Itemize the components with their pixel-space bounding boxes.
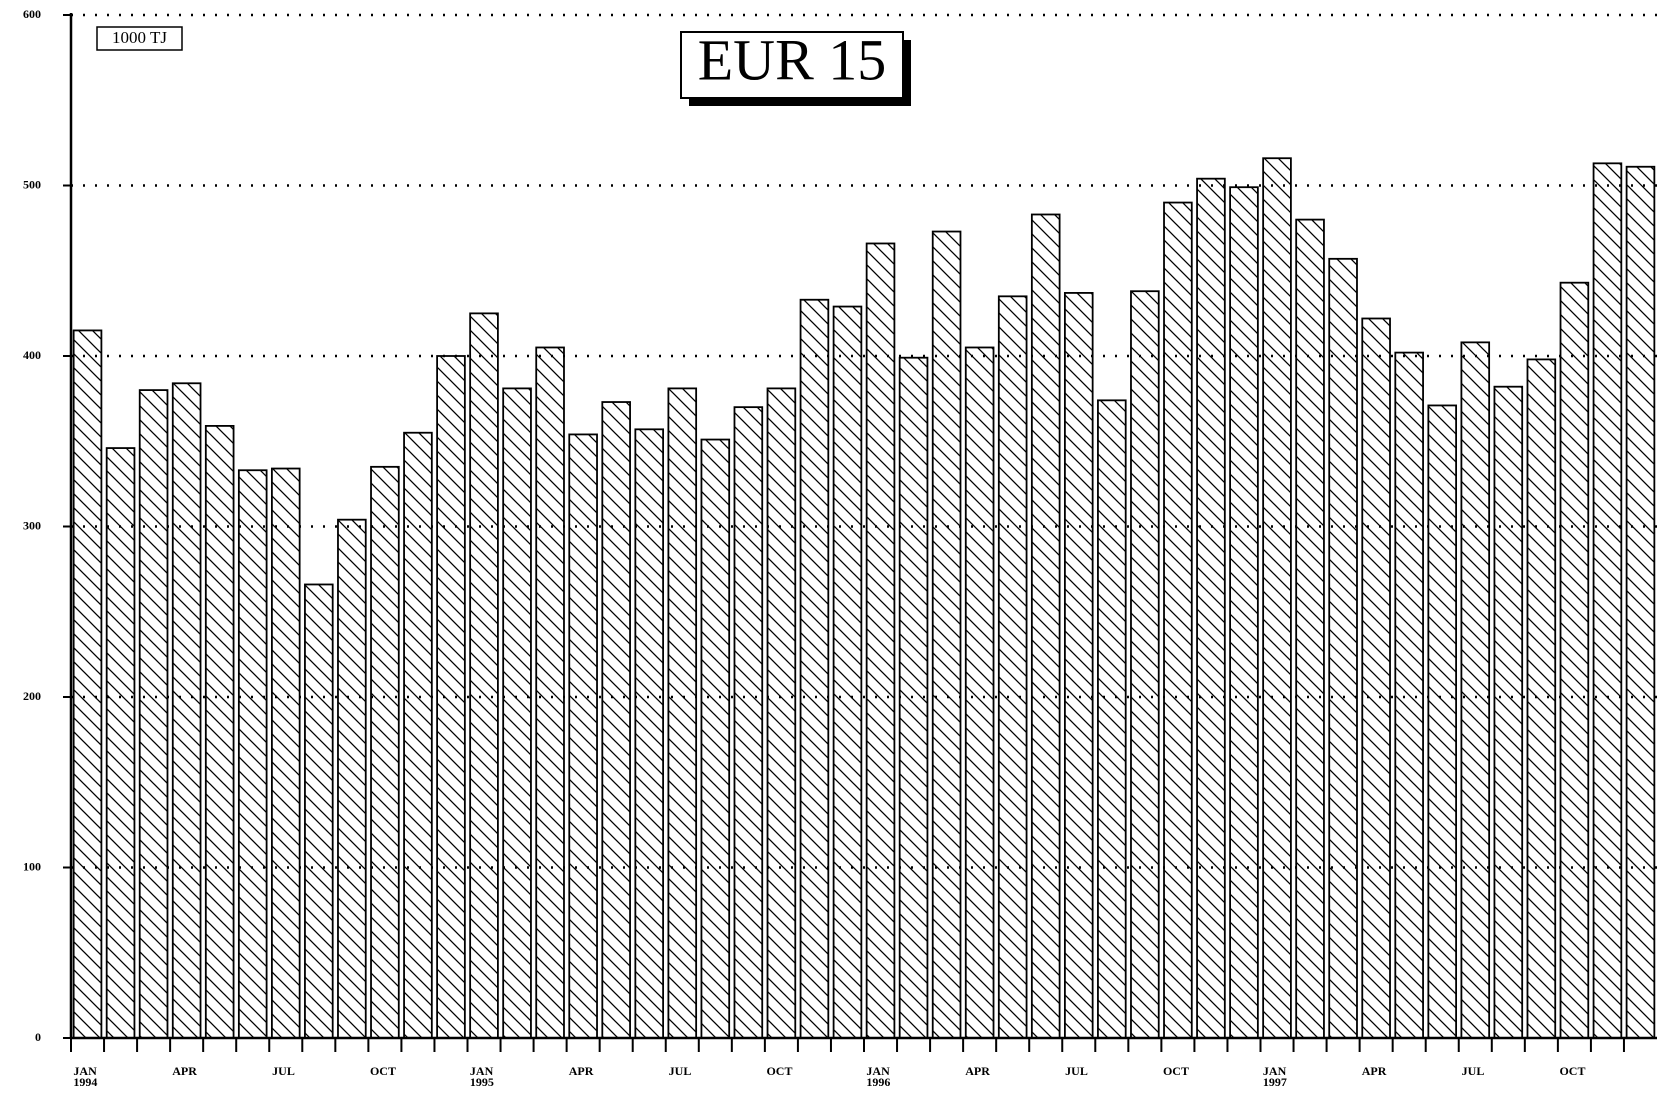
bar: [667, 387, 698, 1039]
x-tick-label: APR: [1361, 1064, 1387, 1078]
x-tick-label: APR: [965, 1064, 990, 1078]
x-tick-label: JUL: [1065, 1064, 1088, 1078]
bar: [1229, 186, 1259, 1039]
x-tick-label: APR: [172, 1064, 197, 1078]
bar: [304, 583, 334, 1039]
title-box: [680, 31, 904, 99]
bar: [1625, 165, 1656, 1039]
x-tick-label: APR: [568, 1064, 594, 1078]
x-tick-label: JAN 1994: [73, 1064, 98, 1089]
x-tick-label: OCT: [369, 1064, 396, 1078]
bar: [1196, 177, 1226, 1039]
bar: [535, 346, 565, 1039]
y-tick-label: 300: [23, 518, 41, 532]
bar: [1493, 385, 1524, 1039]
bar: [1097, 399, 1127, 1039]
bar: [733, 406, 764, 1039]
bar: [997, 295, 1028, 1039]
x-tick-label: JUL: [272, 1064, 295, 1078]
y-tick-label: 200: [23, 689, 41, 703]
grid: [71, 13, 1657, 869]
bar: [1361, 317, 1391, 1039]
bar: [1163, 201, 1193, 1039]
bar: [898, 356, 929, 1039]
bar: [502, 387, 532, 1039]
bar: [568, 433, 598, 1039]
bar: [964, 346, 995, 1039]
bar: [1063, 292, 1094, 1039]
y-tick-label: 500: [23, 177, 41, 191]
bar: [105, 447, 136, 1039]
bar: [799, 298, 830, 1039]
bar: [370, 465, 400, 1039]
bar: [865, 242, 896, 1039]
x-tick-label: JAN 1997: [1262, 1064, 1287, 1089]
bar: [1526, 358, 1557, 1039]
bar: [270, 467, 301, 1039]
bar: [337, 518, 367, 1039]
bar: [931, 230, 962, 1039]
y-tick-label: 100: [23, 859, 41, 873]
y-tick-label: 0: [35, 1030, 41, 1044]
bar: [1130, 290, 1160, 1039]
bar: [832, 305, 863, 1039]
bar: [237, 469, 268, 1039]
bar: [700, 438, 731, 1039]
unit-box: [96, 26, 183, 51]
bar: [634, 428, 665, 1039]
x-tick-label: JAN 1996: [866, 1064, 891, 1089]
bar: [1427, 404, 1458, 1039]
x-tick-label: OCT: [766, 1064, 793, 1078]
bar: [1559, 281, 1590, 1039]
bar: [1328, 257, 1358, 1039]
bar: [1030, 213, 1061, 1039]
x-tick-label: JAN 1995: [469, 1064, 494, 1089]
bar: [72, 329, 103, 1039]
bar: [1295, 218, 1325, 1039]
unit-label: 1000 TJ: [112, 28, 167, 47]
bar: [138, 389, 169, 1039]
bar: [469, 312, 499, 1039]
x-tick-label: JUL: [668, 1064, 692, 1078]
y-tick-label: 400: [23, 348, 41, 362]
x-tick-label: OCT: [1559, 1064, 1586, 1078]
bar: [403, 431, 433, 1039]
x-tick-label: OCT: [1162, 1064, 1189, 1078]
bar: [204, 425, 235, 1039]
bar: [1262, 157, 1292, 1039]
y-tick-label: 600: [23, 7, 41, 21]
x-tick-label: JUL: [1461, 1064, 1485, 1078]
bar: [766, 387, 797, 1039]
bar: [436, 355, 466, 1039]
bar: [1460, 341, 1491, 1039]
bar: [601, 401, 631, 1039]
bar: [1394, 351, 1424, 1039]
chart-title: EUR 15: [698, 27, 887, 92]
bar: [171, 382, 202, 1039]
bar: [1592, 162, 1623, 1039]
